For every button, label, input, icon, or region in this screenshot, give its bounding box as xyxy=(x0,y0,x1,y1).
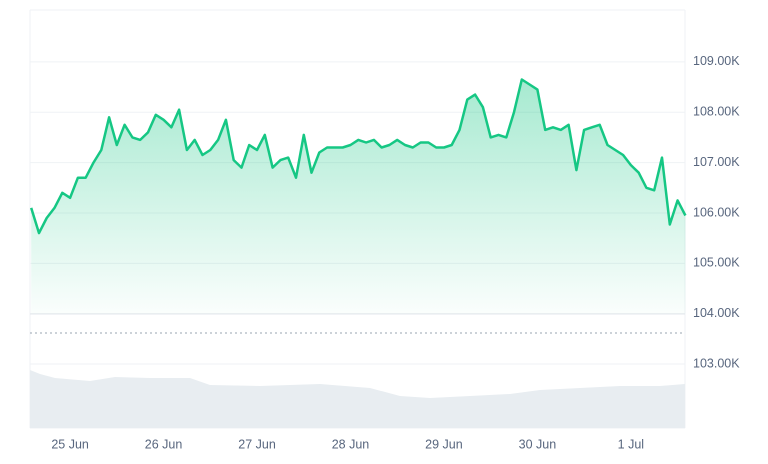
y-tick-label: 108.00K xyxy=(693,105,740,119)
x-tick-label: 30 Jun xyxy=(519,437,557,451)
x-tick-label: 25 Jun xyxy=(51,437,89,451)
x-tick-label: 28 Jun xyxy=(332,437,370,451)
x-tick-label: 26 Jun xyxy=(145,437,183,451)
x-tick-label: 27 Jun xyxy=(238,437,276,451)
y-tick-label: 106.00K xyxy=(693,205,740,219)
volume-area xyxy=(30,370,685,428)
y-tick-label: 109.00K xyxy=(693,54,740,68)
plot: 103.00K 104.00K 105.00K 106.00K 107.00K 108.0… xyxy=(30,54,740,451)
y-tick-label: 105.00K xyxy=(693,256,740,270)
price-line xyxy=(30,78,687,235)
y-tick-label: 103.00K xyxy=(693,356,740,370)
y-tick-label: 104.00K xyxy=(693,306,740,320)
x-tick-label: 29 Jun xyxy=(425,437,463,451)
x-tick-label: 1 Jul xyxy=(618,437,644,451)
y-tick-label: 107.00K xyxy=(693,155,740,169)
price-area xyxy=(31,79,686,314)
